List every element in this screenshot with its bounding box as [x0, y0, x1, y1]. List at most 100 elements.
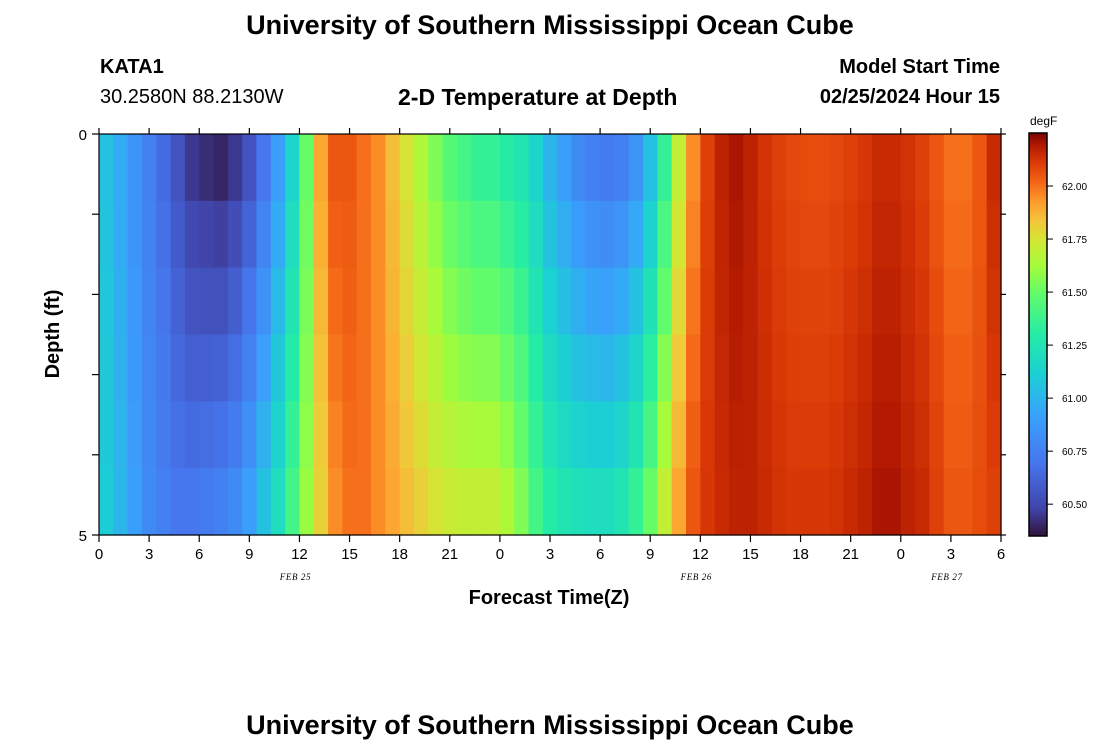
heatmap-cell [958, 468, 973, 536]
heatmap-cell [757, 468, 773, 536]
heatmap-cell [428, 134, 444, 202]
heatmap-cell [671, 401, 687, 469]
heatmap-cell [714, 401, 730, 469]
heatmap-cell [571, 334, 587, 402]
heatmap-cell [299, 468, 315, 536]
heatmap-cell [485, 200, 501, 269]
heatmap-cell [127, 468, 143, 536]
model-start-value: 02/25/2024 Hour 15 [819, 86, 1000, 108]
heatmap-cell [170, 267, 186, 336]
heatmap-cell [428, 334, 444, 402]
heatmap-cell [786, 200, 802, 269]
heatmap-cell [872, 468, 888, 536]
heatmap-cell [170, 134, 186, 202]
heatmap-cell [900, 134, 916, 202]
x-tick-label: 6 [596, 546, 604, 563]
heatmap-cell [499, 401, 515, 469]
heatmap-cell [456, 200, 472, 269]
heatmap-cell [814, 334, 830, 402]
heatmap-cell [943, 401, 959, 469]
heatmap-cell [485, 334, 501, 402]
heatmap-cell [614, 200, 630, 269]
heatmap-cell [113, 267, 129, 336]
heatmap-cell [786, 468, 802, 536]
heatmap-cell [628, 267, 644, 336]
heatmap-cell [671, 468, 687, 536]
heatmap-cell [542, 200, 558, 269]
heatmap-cell [800, 468, 816, 536]
heatmap-cell [943, 267, 959, 336]
heatmap-cell [757, 267, 773, 336]
heatmap-cell [829, 267, 845, 336]
heatmap-cell [328, 468, 343, 536]
heatmap-cell [242, 334, 258, 402]
heatmap-cell [686, 267, 701, 336]
heatmap-cell [184, 200, 200, 269]
heatmap-cell [700, 134, 716, 202]
heatmap-cell [528, 267, 544, 336]
heatmap-cell [413, 200, 429, 269]
heatmap-cell [686, 468, 701, 536]
heatmap-cell [571, 134, 587, 202]
heatmap-cell [771, 468, 787, 536]
heatmap-cell [542, 401, 558, 469]
heatmap-cell [857, 468, 873, 536]
heatmap-cell [356, 401, 372, 469]
heatmap-cell [686, 334, 701, 402]
heatmap-cell [213, 200, 229, 269]
heatmap-cell [958, 401, 973, 469]
heatmap-cell [399, 334, 415, 402]
colorbar-tick-label: 62.00 [1062, 182, 1087, 193]
heatmap-cell [786, 134, 802, 202]
heatmap-cell [657, 468, 673, 536]
heatmap-cell [413, 468, 429, 536]
heatmap-cell [714, 200, 730, 269]
heatmap-cell [227, 200, 243, 269]
station-coordinates: 30.2580N 88.2130W [100, 86, 284, 108]
heatmap-cell [141, 134, 157, 202]
heatmap-cell [456, 134, 472, 202]
heatmap-cell [557, 200, 573, 269]
heatmap-cell [557, 134, 573, 202]
heatmap-cell [929, 267, 945, 336]
heatmap-cell [399, 468, 415, 536]
heatmap-cell [814, 468, 830, 536]
heatmap-cell [829, 334, 845, 402]
heatmap-cell [356, 334, 372, 402]
heatmap-cell [385, 401, 401, 469]
heatmap-cell [184, 468, 200, 536]
heatmap-cell [585, 334, 601, 402]
heatmap-cell [156, 267, 172, 336]
heatmap-cell [213, 334, 229, 402]
heatmap-cell [499, 468, 515, 536]
heatmap-cell [872, 267, 888, 336]
heatmap-cell [800, 200, 816, 269]
heatmap-cell [915, 267, 931, 336]
heatmap-cell [227, 134, 243, 202]
heatmap-cell [571, 468, 587, 536]
heatmap-cell [413, 334, 429, 402]
x-tick-label: 18 [391, 546, 408, 563]
heatmap-cell [972, 468, 988, 536]
heatmap-cell [843, 134, 859, 202]
heatmap-cell [542, 468, 558, 536]
heatmap-cell [499, 334, 515, 402]
heatmap-cell [141, 401, 157, 469]
heatmap-cell [127, 401, 143, 469]
heatmap-cell [958, 134, 973, 202]
x-tick-label: 6 [997, 546, 1005, 563]
colorbar [1028, 132, 1048, 537]
colorbar-tick-label: 60.75 [1062, 447, 1087, 458]
heatmap-cell [342, 267, 358, 336]
heatmap-cell [986, 334, 1002, 402]
heatmap-cell [857, 200, 873, 269]
heatmap-cell [686, 401, 701, 469]
heatmap-cell [671, 200, 687, 269]
heatmap-cell [499, 134, 515, 202]
heatmap-cell [900, 468, 916, 536]
heatmap-cell [285, 468, 301, 536]
heatmap-cell [600, 401, 616, 469]
heatmap-cell [313, 134, 329, 202]
heatmap-cell [184, 134, 200, 202]
heatmap-cell [657, 200, 673, 269]
